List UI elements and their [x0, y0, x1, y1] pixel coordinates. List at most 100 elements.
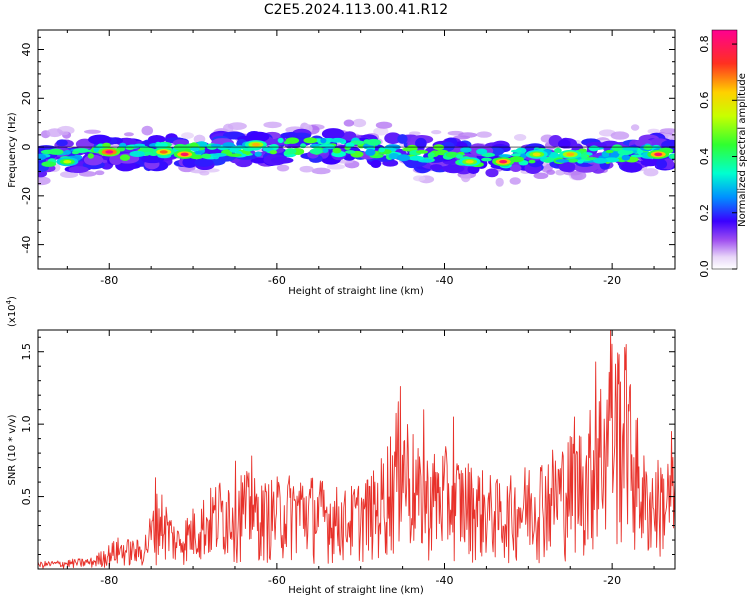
spectrogram-cell	[430, 164, 443, 171]
spectrogram-cell	[227, 153, 242, 157]
spectrogram-cell	[222, 123, 234, 134]
spectrogram-cell	[262, 146, 274, 152]
snr-xtick-label: -20	[603, 574, 621, 587]
spectrogram-cell	[460, 147, 472, 153]
spectrogram-cell	[123, 132, 134, 137]
spectrogram-heatmap	[38, 118, 675, 187]
spectrogram-cell	[621, 162, 643, 173]
spectrogram-cell	[533, 172, 549, 180]
spectrogram-cell	[659, 128, 675, 134]
colorbar-tick-label: 0.6	[698, 92, 711, 110]
spectrogram-cell	[593, 157, 608, 164]
spectrogram-ticks: -80 -60 -40 -20 -40 -20 0 20 40	[20, 30, 675, 287]
spectrogram-cell	[38, 153, 47, 161]
spectrogram-cell	[588, 145, 600, 152]
spectrogram-cell	[94, 170, 105, 176]
spectrogram-cell	[194, 158, 214, 167]
spectrogram-cell	[567, 158, 579, 163]
spectrogram-ytick-label: 40	[20, 43, 33, 57]
spectrogram-cell	[476, 131, 492, 138]
spectrogram-cell	[190, 147, 200, 152]
spectrogram-ytick-label: 0	[20, 144, 33, 151]
spectrogram-cell	[378, 147, 385, 153]
spectrogram-peak	[492, 157, 515, 167]
spectrogram-cell	[60, 171, 79, 178]
spectrogram-cell	[384, 132, 402, 144]
snr-frame	[37, 329, 676, 570]
spectrogram-cell	[511, 153, 523, 157]
spectrogram-cell	[263, 121, 282, 129]
spectrogram-cell	[513, 133, 527, 141]
spectrogram-cell	[373, 127, 389, 136]
spectrogram-cell	[509, 177, 521, 185]
spectrogram-cell	[370, 159, 382, 169]
spectrogram-cell	[63, 150, 72, 155]
spectrogram-ytick-label: 20	[20, 91, 33, 105]
spectrogram-cell	[87, 153, 94, 159]
spectrogram-cell	[93, 146, 100, 153]
colorbar-tick-label: 0.2	[698, 204, 711, 222]
spectrogram-cell	[201, 153, 212, 159]
spectrogram-peak	[173, 149, 196, 159]
spectrogram-cell	[415, 137, 427, 150]
spectrogram-cell	[222, 142, 235, 149]
spectrogram-cell	[555, 159, 570, 163]
spectrogram-cell	[442, 164, 465, 173]
spectrogram-cell	[643, 144, 653, 151]
spectrogram-cell	[640, 158, 660, 167]
spectrogram-cell	[485, 168, 499, 178]
colorbar-ticks: 0.0 0.2 0.4 0.6 0.8	[698, 35, 737, 278]
spectrogram-cell	[285, 137, 300, 144]
spectrogram-cell	[415, 150, 429, 154]
spectrogram-cell	[199, 170, 210, 176]
spectrogram-blobs	[38, 118, 675, 187]
spectrogram-cell	[144, 151, 153, 155]
spectrogram-cell	[498, 154, 512, 158]
spectrogram-cell	[321, 128, 345, 140]
spectrogram-cell	[669, 154, 675, 159]
spectrogram-xtick-label: -80	[100, 274, 118, 287]
colorbar-tick-label: 0.4	[698, 148, 711, 166]
spectrogram-cell	[41, 161, 57, 167]
spectrogram-cell	[427, 152, 435, 159]
spectrogram-cell	[250, 157, 268, 164]
spectrogram-cell	[397, 134, 408, 144]
snr-ylabel: SNR (10 * v/v)	[7, 414, 18, 485]
spectrogram-peak	[458, 157, 481, 167]
spectrogram-peak	[559, 149, 582, 159]
spectrogram-cell	[388, 153, 400, 160]
snr-ytick-label: 0.5	[20, 488, 33, 506]
spectrogram-cell	[270, 156, 294, 164]
spectrogram-cell	[546, 169, 556, 175]
spectrogram-cell	[129, 150, 146, 158]
spectrogram-cell	[182, 156, 198, 168]
spectrogram-cell	[38, 176, 51, 186]
spectrogram-cell	[303, 137, 318, 144]
spectrogram-cell	[71, 151, 80, 155]
spectrogram-cell	[510, 164, 522, 172]
spectrogram-cell	[621, 154, 631, 161]
spectrogram-xtick-label: -60	[268, 274, 286, 287]
spectrogram-cell	[300, 143, 307, 149]
spectrogram-cell	[109, 153, 123, 166]
spectrogram-cell	[570, 170, 587, 181]
spectrogram-cell	[458, 132, 478, 138]
spectrogram-cell	[481, 157, 492, 162]
spectrogram-cell	[528, 159, 536, 164]
snr-xlabel: Height of straight line (km)	[288, 585, 424, 596]
spectrogram-cell	[332, 147, 342, 154]
spectrogram-peak	[244, 140, 267, 150]
snr-series-line	[37, 329, 676, 569]
spectrogram-cell	[476, 148, 488, 155]
snr-ticks: -80 -60 -40 -20 0.5 1.0 1.5	[20, 330, 675, 587]
spectrogram-cell	[366, 138, 382, 146]
snr-panel: -80 -60 -40 -20 0.5 1.0 1.5 Height of straight…	[5, 296, 676, 596]
spectrogram-cell	[460, 172, 471, 183]
spectrogram-cell	[181, 132, 194, 139]
spectrogram-cell	[277, 137, 284, 144]
spectrogram-cell	[155, 142, 168, 148]
spectrogram-peak	[525, 149, 548, 159]
spectrogram-cell	[320, 137, 327, 144]
spectrogram-cell	[299, 165, 314, 173]
spectrogram-cell	[343, 119, 355, 127]
